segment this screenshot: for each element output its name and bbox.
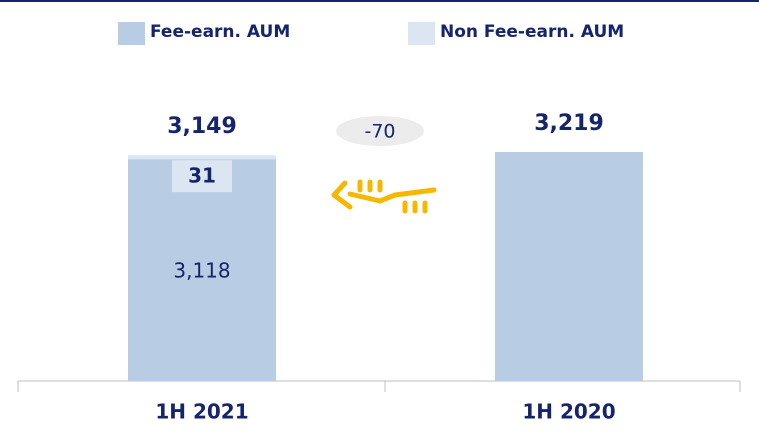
x-tick-label: 1H 2020: [522, 400, 615, 424]
top-rule: [0, 0, 759, 2]
value-label: 31: [188, 164, 216, 188]
annotation: -70: [364, 121, 395, 143]
value-label-box: [172, 160, 232, 193]
legend-label: Fee-earn. AUM: [150, 22, 290, 42]
bar-segment: [128, 155, 276, 160]
bar-segment: [128, 159, 276, 381]
bar-segment: [495, 152, 643, 381]
arrow: [331, 179, 437, 214]
legend-label: Non Fee-earn. AUM: [440, 22, 624, 42]
total-label: 3,149: [167, 114, 237, 139]
legend-swatch: [408, 22, 435, 45]
legend-swatch: [118, 22, 145, 45]
value-label: 3,118: [173, 259, 230, 283]
total-label: 3,219: [534, 111, 604, 136]
annotation-bubble: [336, 116, 424, 146]
x-tick-label: 1H 2021: [155, 400, 248, 424]
